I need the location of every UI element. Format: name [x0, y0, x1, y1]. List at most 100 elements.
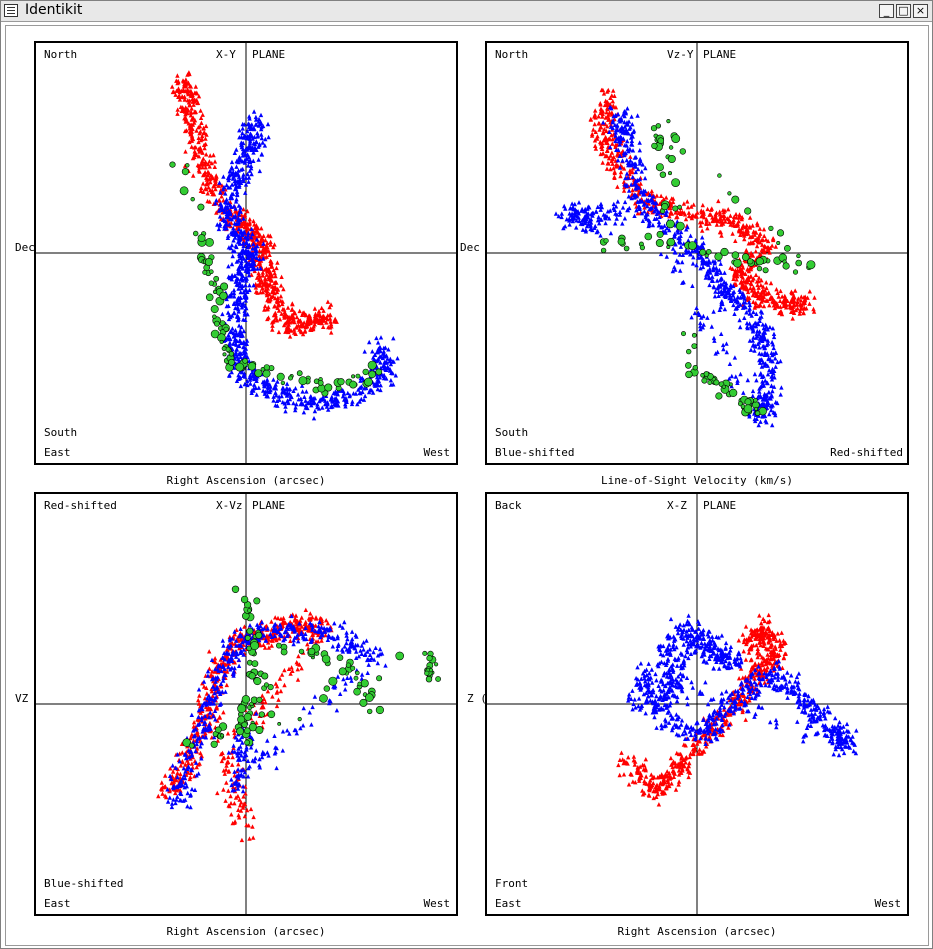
green-particle [317, 379, 324, 386]
green-particle [704, 253, 709, 258]
blue-particle [614, 147, 619, 152]
blue-particle [611, 113, 616, 119]
blue-particle [284, 633, 290, 638]
blue-particle [241, 756, 246, 762]
green-particle [796, 253, 801, 259]
red-particle [657, 786, 662, 792]
blue-particle [217, 214, 223, 219]
panel-vzy[interactable]: North Vz-Y PLANE South Blue-shifted Red-… [485, 41, 909, 465]
green-particle [792, 269, 799, 275]
panel-xz[interactable]: Back X-Z PLANE Front East West [485, 492, 909, 916]
blue-particle [237, 269, 243, 274]
plot-xvz[interactable] [36, 494, 456, 914]
red-particle [731, 217, 736, 223]
blue-particle [373, 645, 378, 650]
blue-particle [651, 194, 656, 199]
blue-particle [229, 782, 234, 788]
blue-particle [770, 326, 776, 331]
close-button[interactable]: × [913, 4, 928, 18]
red-particle [188, 113, 194, 118]
red-particle [201, 130, 206, 136]
red-particle [326, 324, 331, 330]
blue-particle [265, 121, 271, 127]
red-particle [188, 88, 194, 93]
minimize-button[interactable]: _ [879, 4, 894, 18]
red-particle [190, 96, 195, 102]
window-menu-icon[interactable] [4, 4, 18, 17]
blue-particle [765, 352, 770, 357]
plot-xz[interactable] [487, 494, 907, 914]
blue-particle [357, 399, 362, 404]
red-particle [222, 771, 227, 776]
blue-particle [593, 209, 599, 214]
label-bottom-left-1: Blue-shifted [44, 877, 124, 890]
blue-particle [693, 238, 698, 243]
blue-particle [228, 211, 233, 217]
green-particle [685, 362, 692, 369]
red-particle [630, 187, 635, 193]
blue-particle [313, 628, 318, 634]
red-particle [295, 677, 301, 682]
red-particle [606, 117, 611, 122]
red-particle [793, 288, 798, 293]
red-particle [258, 290, 263, 295]
blue-particle [226, 245, 232, 250]
red-particle [221, 660, 226, 665]
blue-particle [226, 233, 231, 238]
blue-particle [712, 294, 718, 299]
red-particle [203, 704, 209, 710]
blue-particle [686, 249, 692, 254]
blue-particle [244, 752, 249, 758]
blue-particle [232, 273, 237, 278]
blue-particle [287, 731, 292, 736]
red-particle [772, 305, 778, 311]
blue-particle [229, 231, 235, 237]
blue-particle [626, 149, 631, 154]
red-particle [196, 701, 202, 706]
blue-particle [231, 287, 237, 293]
panel-xy[interactable]: North X-Y PLANE South East West [34, 41, 458, 465]
red-particle [259, 277, 264, 283]
title-bar[interactable]: Identikit _ □ × [1, 1, 932, 22]
red-particle [225, 669, 230, 674]
red-particle [637, 778, 642, 783]
green-particle [246, 659, 253, 666]
blue-particle [756, 321, 761, 327]
red-particle [175, 107, 180, 112]
blue-particle [765, 372, 771, 377]
red-particle [174, 88, 179, 93]
blue-particle [280, 390, 285, 395]
blue-particle [366, 389, 372, 395]
maximize-button[interactable]: □ [896, 4, 911, 18]
blue-particle [689, 315, 694, 320]
red-particle [325, 317, 330, 322]
red-particle [685, 199, 690, 204]
red-particle [626, 782, 632, 787]
green-particle [675, 221, 685, 231]
green-particle [213, 320, 220, 327]
red-particle [676, 210, 681, 215]
blue-particle [637, 140, 642, 145]
blue-particle [212, 690, 217, 696]
blue-particle [596, 214, 601, 220]
blue-particle [254, 140, 259, 145]
plot-vzy[interactable] [487, 43, 907, 463]
green-particle [337, 378, 345, 386]
red-particle [236, 224, 242, 229]
red-particle [621, 188, 627, 193]
red-particle [259, 235, 265, 240]
red-particle [248, 806, 254, 812]
red-particle [266, 645, 272, 650]
red-particle [603, 134, 608, 140]
red-particle [739, 229, 744, 235]
panel-xvz[interactable]: Red-shifted X-Vz PLANE Blue-shifted East… [34, 492, 458, 916]
green-particle [321, 654, 331, 664]
blue-particle [167, 795, 172, 800]
green-particle [231, 585, 240, 594]
label-plane-suffix: PLANE [252, 499, 286, 512]
blue-particle [688, 252, 693, 257]
plot-xy[interactable] [36, 43, 456, 463]
blue-particle [629, 114, 634, 119]
blue-particle [249, 171, 254, 177]
blue-particle [598, 204, 603, 209]
